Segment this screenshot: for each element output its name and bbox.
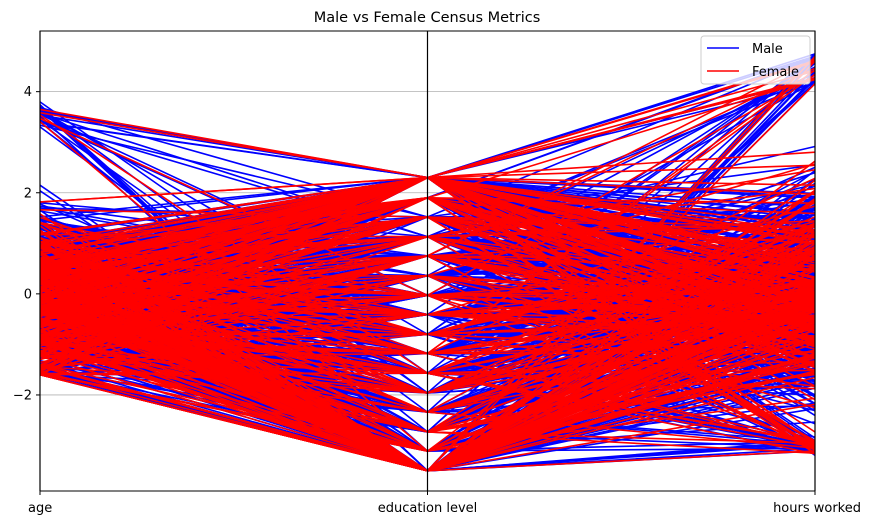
y-tick-label: 2 (24, 186, 32, 201)
y-tick-label: 0 (24, 287, 32, 302)
x-tick-label: hours worked (773, 501, 861, 516)
chart-title: Male vs Female Census Metrics (314, 10, 541, 26)
x-ticks: age education level hours worked (28, 491, 861, 516)
x-tick-label: age (28, 501, 52, 516)
x-tick-label: education level (378, 501, 478, 516)
y-tick-label: 4 (24, 85, 32, 100)
y-tick-label: −2 (13, 388, 32, 403)
legend: Male Female (700, 35, 811, 85)
legend-label-male: Male (752, 42, 783, 57)
y-ticks: −2 0 2 4 (13, 85, 40, 403)
legend-label-female: Female (752, 65, 799, 80)
